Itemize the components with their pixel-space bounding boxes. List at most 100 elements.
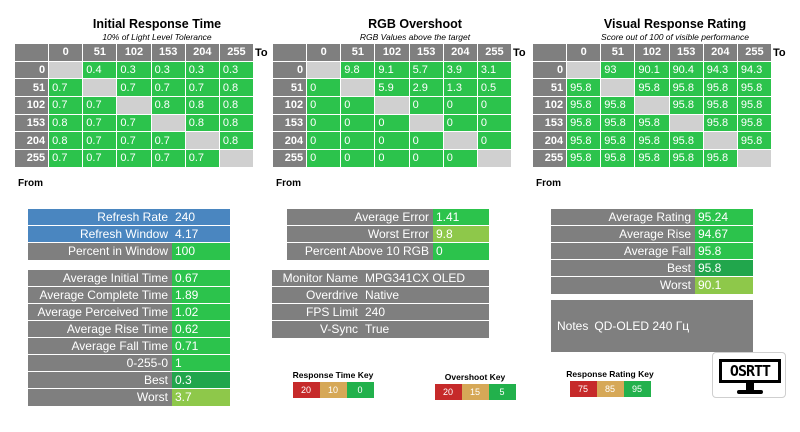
column-header: 102 (634, 43, 670, 62)
stat-label: Average Initial Time (62, 271, 168, 285)
heatmap-cell: 95.8 (702, 113, 738, 133)
refresh-rate-value: 240 (172, 209, 230, 225)
heatmap-cell: 95.8 (566, 113, 602, 133)
row-header: 204 (271, 131, 308, 151)
heatmap-empty-cell (184, 131, 220, 151)
heatmap-cell: 95.8 (736, 78, 773, 98)
heatmap-row: 153 0 0 0 0 0 (271, 113, 513, 133)
heatmap-row: 204 95.8 95.8 95.8 95.8 95.8 (531, 131, 773, 151)
heatmap-empty-cell (442, 131, 478, 151)
stat-value: 0.3 (172, 372, 230, 388)
column-header: 204 (702, 43, 738, 62)
heatmap-row: 51 95.8 95.8 95.8 95.8 95.8 (531, 78, 773, 98)
key-swatch: 20 (292, 382, 320, 398)
panel-subtitle: RGB Values above the target (359, 32, 471, 42)
heatmap-cell: 0.7 (184, 149, 220, 168)
row-header: 51 (13, 78, 50, 98)
row-header: 204 (531, 131, 568, 151)
column-header: 255 (218, 43, 255, 62)
heatmap-empty-cell (600, 78, 636, 98)
heatmap-cell: 95.8 (736, 113, 773, 133)
row-header: 255 (531, 149, 568, 168)
heatmap-cell: 95.8 (634, 149, 670, 168)
times-row: Average Initial Time 0.67 (28, 270, 230, 287)
stat-value: 0.67 (172, 270, 230, 286)
error-box: Average Error 1.41 Worst Error 9.8 Percent… (287, 209, 489, 260)
heatmap-cell: 0.7 (150, 149, 186, 168)
osrtt-logo: OSRTT (712, 352, 786, 398)
heatmap-cell: 0.7 (82, 96, 118, 115)
from-label: From (536, 178, 561, 189)
heatmap-cell: 90.1 (634, 60, 670, 80)
heatmap-cell: 94.3 (702, 60, 738, 80)
heatmap-row: 102 95.8 95.8 95.8 95.8 95.8 (531, 96, 773, 115)
heatmap-cell: 0.8 (48, 131, 84, 151)
heatmap-cell: 0 (306, 149, 342, 168)
times-box: Average Initial Time 0.67 Average Complet… (28, 270, 230, 406)
row-header: 102 (13, 96, 50, 115)
heatmap-cell: 0.7 (48, 78, 84, 98)
heatmap-cell: 95.8 (566, 131, 602, 151)
monitor-value: Native (362, 287, 489, 303)
key-swatch: 85 (596, 381, 624, 397)
heatmap-cell: 95.8 (600, 149, 636, 168)
heatmap-cell: 0 (476, 113, 513, 133)
heatmap-cell: 0 (476, 96, 513, 115)
stat-value: 95.8 (695, 243, 753, 259)
heatmap-empty-cell (736, 149, 773, 168)
heatmap-row: 204 0.8 0.7 0.7 0.7 0.8 (13, 131, 255, 151)
heatmap-cell: 0.8 (218, 78, 255, 98)
heatmap-cell: 95.8 (600, 96, 636, 115)
heatmap-cell: 95.8 (668, 149, 704, 168)
heatmap-cell: 5.9 (374, 78, 410, 98)
to-label: To (773, 47, 786, 59)
panel-title: Initial Response Time (92, 17, 222, 31)
heatmap-empty-cell (476, 149, 513, 168)
stat-value: 95.8 (695, 260, 753, 276)
heatmap-cell: 0.7 (82, 149, 118, 168)
row-header: 0 (13, 60, 50, 80)
heatmap-cell: 94.3 (736, 60, 773, 80)
column-header: 102 (116, 43, 152, 62)
monitor-label: FPS Limit (305, 305, 358, 319)
stat-value: 0.62 (172, 321, 230, 337)
stat-label: Average Fall (623, 244, 691, 258)
to-label: To (255, 47, 268, 59)
stat-value: 3.7 (172, 389, 230, 406)
rating-row: Average Fall 95.8 (551, 243, 753, 260)
heatmap-cell: 0 (340, 113, 376, 133)
heatmap-row: 204 0 0 0 0 0 (271, 131, 513, 151)
heatmap-cell: 95.8 (702, 149, 738, 168)
stat-label: Average Rise Time (66, 322, 168, 336)
heatmap-cell: 0 (408, 131, 444, 151)
stat-value: 90.1 (695, 277, 753, 294)
response-rating-key: Response Rating Key 75 85 95 (562, 369, 658, 397)
monitor-label: Monitor Name (282, 271, 358, 285)
percent-window-row: Percent in Window 100 (28, 243, 230, 260)
times-row: 0-255-0 1 (28, 355, 230, 372)
stat-label: Worst (136, 390, 168, 404)
heatmap-corner (531, 43, 568, 62)
heatmap-cell: 95.8 (634, 78, 670, 98)
notes-box: Notes QD-OLED 240 Гц (551, 300, 753, 352)
heatmap-cell: 0 (374, 149, 410, 168)
key-title: Response Rating Key (566, 369, 654, 379)
times-row: Best 0.3 (28, 372, 230, 389)
heatmap-cell: 9.8 (340, 60, 376, 80)
monitor-stand-base (737, 390, 763, 394)
row-header: 0 (531, 60, 568, 80)
response-time-key: Response Time Key 20 10 0 (287, 370, 379, 398)
heatmap-cell: 90.4 (668, 60, 704, 80)
column-header: 153 (408, 43, 444, 62)
heatmap-cell: 95.8 (566, 96, 602, 115)
heatmap-empty-cell (82, 78, 118, 98)
heatmap-cell: 0.8 (218, 131, 255, 151)
monitor-value: 240 (362, 304, 489, 320)
heatmap-cell: 95.8 (566, 149, 602, 168)
stat-label: Percent Above 10 RGB (304, 244, 429, 258)
heatmap-row: 51 0 5.9 2.9 1.3 0.5 (271, 78, 513, 98)
percent-window-label: Percent in Window (67, 244, 168, 258)
heatmap-cell: 0 (374, 113, 410, 133)
heatmap-empty-cell (48, 60, 84, 80)
row-header: 51 (531, 78, 568, 98)
